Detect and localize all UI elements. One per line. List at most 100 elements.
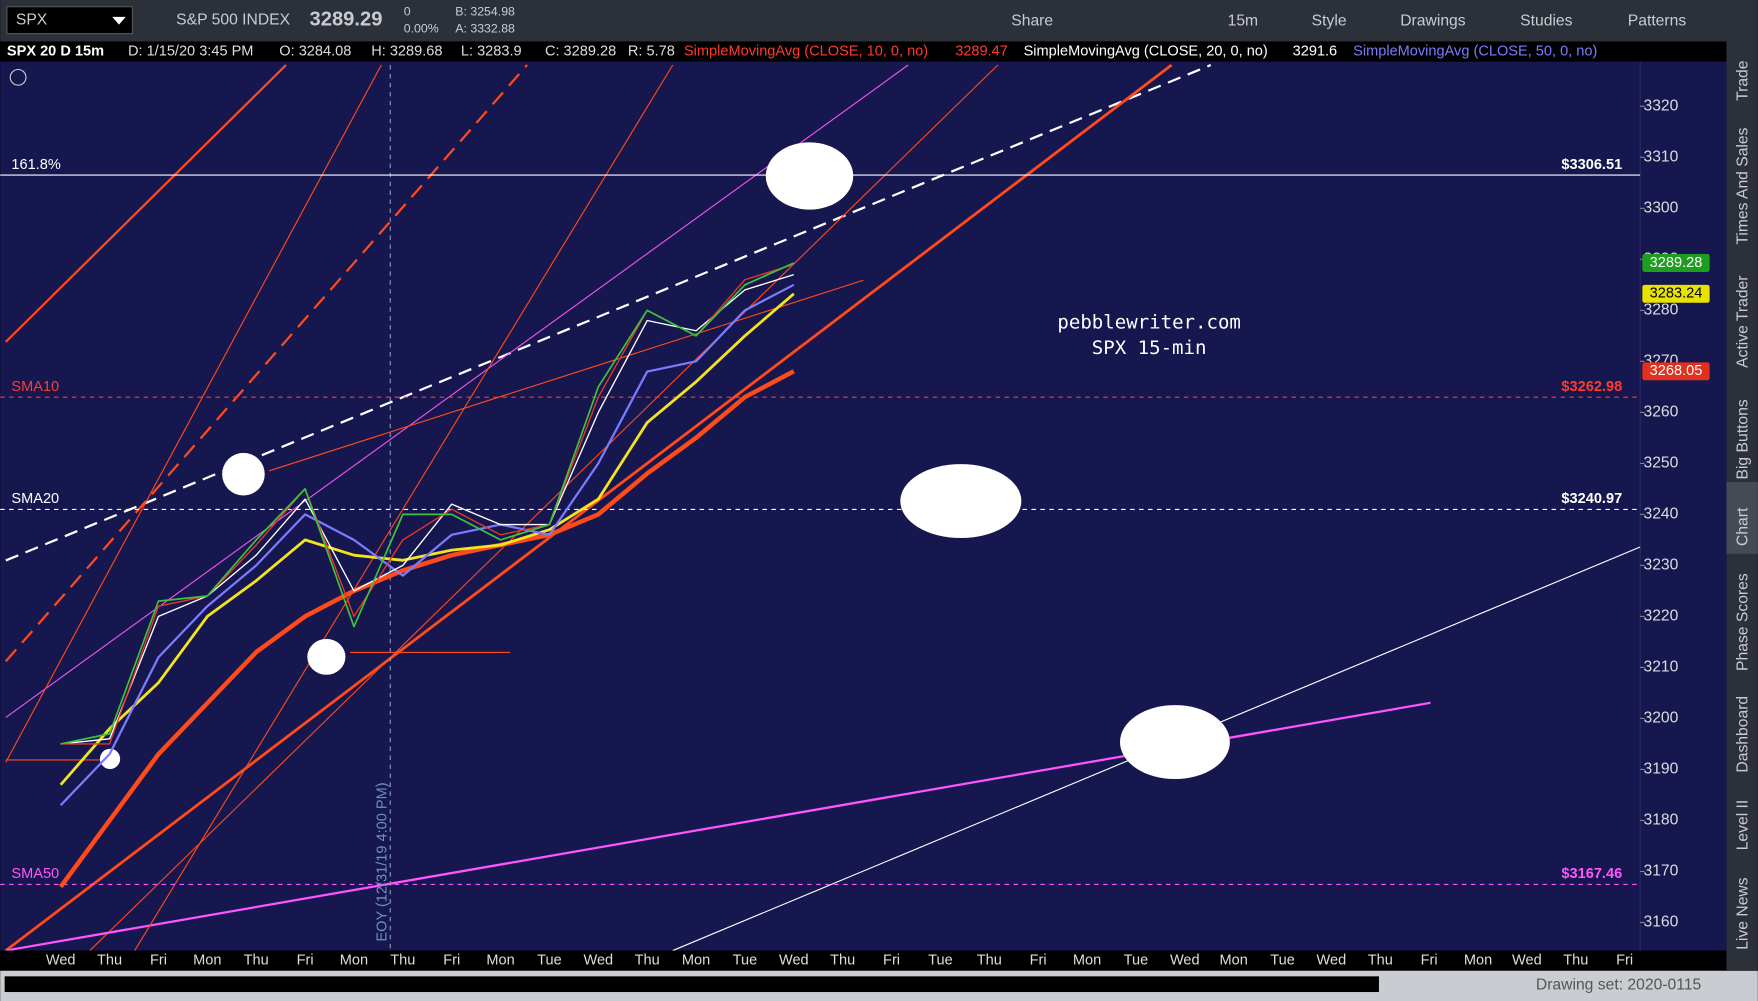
level-name: SMA20 (11, 491, 59, 507)
y-tick-label: 3320 (1643, 97, 1678, 114)
symbol-box[interactable] (6, 6, 134, 35)
study-name: SimpleMovingAvg (CLOSE, 20, 0, no) (1024, 43, 1268, 59)
side-tab[interactable]: Dashboard (1734, 696, 1751, 773)
last-price: 3289.29 (310, 9, 383, 31)
x-tick-label: Thu (97, 952, 122, 968)
scrollbar[interactable] (4, 976, 1379, 993)
side-tab[interactable]: Chart (1734, 507, 1751, 546)
chart-title: SPX 20 D 15m (7, 43, 104, 59)
symbol[interactable]: SPX (16, 11, 48, 28)
button-bar (968, 4, 1727, 37)
x-tick-label: Thu (830, 952, 855, 968)
study-value: 3289.47 (955, 43, 1008, 59)
x-tick-label: Tue (1124, 952, 1149, 968)
price-tag-label: 3283.24 (1650, 286, 1703, 302)
x-tick-label: Mon (682, 952, 710, 968)
x-axis (0, 950, 1727, 971)
price-tag (1642, 284, 1710, 303)
change-pct: 0.00% (404, 21, 439, 35)
header-range: R: 5.78 (628, 43, 675, 59)
highlight-ellipses (99, 142, 1230, 780)
y-tick-label: 3300 (1643, 199, 1678, 216)
header-date: D: 1/15/20 3:45 PM (128, 43, 253, 59)
header-row (0, 41, 1727, 62)
plot-area (0, 61, 1727, 951)
button[interactable]: Studies (1520, 12, 1572, 29)
y-tick-label: 3160 (1643, 914, 1678, 931)
x-tick-label: Wed (583, 952, 613, 968)
study-name: SimpleMovingAvg (CLOSE, 50, 0, no) (1353, 43, 1597, 59)
side-tab[interactable]: Big Buttons (1734, 399, 1751, 479)
x-tick-label: Mon (193, 952, 221, 968)
button[interactable]: Patterns (1628, 12, 1687, 29)
y-tick-label: 3230 (1643, 557, 1678, 574)
side-tab[interactable]: Times And Sales (1734, 127, 1751, 244)
button[interactable]: Style (1312, 12, 1347, 29)
x-tick-label: Wed (779, 952, 809, 968)
watermark: pebblewriter.com (1057, 311, 1240, 333)
x-tick-label: Tue (733, 952, 758, 968)
y-tick-label: 3190 (1643, 761, 1678, 778)
header-open: O: 3284.08 (279, 43, 351, 59)
level-name: SMA50 (11, 866, 59, 882)
x-tick-label: Thu (977, 952, 1002, 968)
x-tick-label: Tue (1270, 952, 1295, 968)
level-label: $3306.51 (1561, 157, 1622, 173)
x-tick-label: Mon (486, 952, 514, 968)
price-tag (1642, 362, 1710, 381)
y-tick-label: 3280 (1643, 301, 1678, 318)
x-tick-label: Mon (340, 952, 368, 968)
y-tick-label: 3260 (1643, 403, 1678, 420)
x-tick-label: Fri (1616, 952, 1633, 968)
level-name: 161.8% (11, 157, 60, 173)
series-line (58, 369, 795, 889)
level-label: $3167.46 (1561, 866, 1622, 882)
level-name: SMA10 (11, 379, 59, 395)
bid: B: 3254.98 (455, 5, 515, 19)
dropdown-arrow[interactable] (112, 16, 126, 25)
side-tab[interactable]: Phase Scores (1734, 573, 1751, 671)
side-tab[interactable]: Active Trader (1734, 275, 1751, 367)
side-tab[interactable]: Trade (1734, 60, 1751, 101)
x-tick-label: Fri (297, 952, 314, 968)
active-tab (1726, 482, 1758, 554)
watermark: SPX 15-min (1092, 337, 1207, 359)
button[interactable]: Drawings (1400, 12, 1466, 29)
series-line (59, 283, 795, 806)
level-label: $3262.98 (1561, 379, 1622, 395)
y-tick-label: 3170 (1643, 863, 1678, 880)
x-tick-label: Tue (928, 952, 953, 968)
eoy-label: EOY (12/31/19 4:00 PM) (374, 782, 390, 941)
series-line (60, 273, 795, 745)
study-name: SimpleMovingAvg (CLOSE, 10, 0, no) (684, 43, 928, 59)
side-tab[interactable]: Level II (1734, 800, 1751, 851)
level-label: $3240.97 (1561, 491, 1622, 507)
y-tick-label: 3240 (1643, 506, 1678, 523)
button[interactable]: 15m (1228, 12, 1259, 29)
header-low: L: 3283.9 (461, 43, 522, 59)
x-tick-label: Thu (635, 952, 660, 968)
change: 0 (404, 5, 411, 19)
x-tick-label: Thu (244, 952, 269, 968)
x-tick-label: Tue (537, 952, 562, 968)
side-tab[interactable]: Live News (1734, 877, 1751, 950)
x-tick-label: Thu (390, 952, 415, 968)
y-tick-label: 3210 (1643, 659, 1678, 676)
x-tick-label: Mon (1073, 952, 1101, 968)
x-tick-label: Mon (1219, 952, 1247, 968)
button[interactable]: Share (1011, 12, 1053, 29)
x-tick-label: Wed (46, 952, 76, 968)
info-icon[interactable] (9, 68, 27, 86)
y-tick-label: 3200 (1643, 710, 1678, 727)
study-value: 3291.6 (1293, 43, 1338, 59)
price-tag-label: 3268.05 (1650, 363, 1703, 379)
x-tick-label: Fri (1421, 952, 1438, 968)
price-tag (1642, 254, 1710, 272)
x-tick-label: Thu (1563, 952, 1588, 968)
x-tick-label: Fri (883, 952, 900, 968)
x-tick-label: Fri (150, 952, 167, 968)
y-tick-label: 3180 (1643, 812, 1678, 829)
x-tick-label: Fri (443, 952, 460, 968)
x-tick-label: Thu (1368, 952, 1393, 968)
